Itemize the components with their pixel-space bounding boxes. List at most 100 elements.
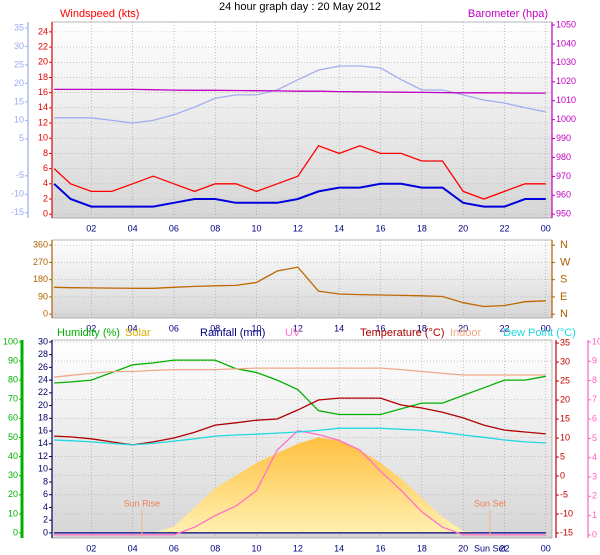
y-tick-label: 35 <box>560 337 570 347</box>
y-tick-label: 22 <box>38 387 48 397</box>
y-tick-label: 2 <box>43 193 48 203</box>
y-tick-label: 12 <box>38 117 48 127</box>
y-tick-label: 1 <box>592 510 597 520</box>
y-tick-label: 10 <box>38 133 48 143</box>
x-tick-label: 10 <box>252 323 262 333</box>
y-tick-label: 3 <box>592 471 597 481</box>
y-tick-label: 0 <box>13 527 18 537</box>
x-tick-label: 18 <box>417 323 427 333</box>
y-tick-label: 2 <box>592 491 597 501</box>
series-area <box>54 437 546 533</box>
y-tick-label: 270 <box>33 257 48 267</box>
plot-background <box>51 21 553 219</box>
x-tick-label: 08 <box>210 223 220 233</box>
x-tick-label: 18 <box>417 543 427 553</box>
y-tick-label: 1030 <box>556 57 576 67</box>
y-tick-label: 25 <box>560 375 570 385</box>
y-tick-label: 30 <box>560 356 570 366</box>
series-line <box>53 145 546 200</box>
series-line <box>54 65 546 124</box>
y-tick-label: 0 <box>560 470 565 480</box>
y-tick-label: 180 <box>33 274 48 284</box>
x-tick-label: 02 <box>86 323 96 333</box>
y-tick-label: 30 <box>8 470 18 480</box>
y-tick-label: 60 <box>8 413 18 423</box>
y-tick-label: 1010 <box>556 95 576 105</box>
y-tick-label: 10 <box>14 115 24 125</box>
y-tick-label: E <box>560 291 567 303</box>
x-tick-label: 14 <box>334 543 344 553</box>
y-tick-label: 8 <box>592 375 597 385</box>
y-tick-label: 10 <box>560 432 570 442</box>
series-line <box>53 182 546 208</box>
y-tick-label: 16 <box>38 425 48 435</box>
x-tick-label: 22 <box>499 323 509 333</box>
x-tick-label: 02 <box>86 543 96 553</box>
y-tick-label: 5 <box>592 433 597 443</box>
page-title: 24 hour graph day : 20 May 2012 <box>219 1 381 13</box>
series-line <box>54 88 546 94</box>
y-tick-label: 970 <box>556 171 571 181</box>
y-tick-label: -5 <box>16 170 24 180</box>
legend-label: Solar <box>125 327 151 339</box>
series-line <box>54 266 546 308</box>
y-tick-label: 25 <box>14 59 24 69</box>
axis-annotation: Sun Set <box>474 543 507 553</box>
x-tick-label: 12 <box>293 543 303 553</box>
x-tick-label: 06 <box>169 543 179 553</box>
y-tick-label: 50 <box>8 432 18 442</box>
y-tick-label: 990 <box>556 133 571 143</box>
y-tick-label: 20 <box>560 394 570 404</box>
y-tick-label: 950 <box>556 209 571 219</box>
y-tick-label: 6 <box>592 413 597 423</box>
x-tick-label: 20 <box>458 223 468 233</box>
y-tick-label: 24 <box>38 374 48 384</box>
x-tick-label: 22 <box>499 543 509 553</box>
y-tick-label: N <box>560 239 568 251</box>
y-tick-label: 360 <box>33 240 48 250</box>
x-tick-label: 20 <box>458 323 468 333</box>
y-tick-label: 10 <box>8 508 18 518</box>
y-tick-label: 960 <box>556 190 571 200</box>
y-tick-label: 1000 <box>556 114 576 124</box>
y-tick-label: 20 <box>38 400 48 410</box>
y-tick-label: -10 <box>11 189 24 199</box>
x-tick-label: 00 <box>541 223 551 233</box>
series-line <box>54 359 546 416</box>
y-tick-label: 10 <box>38 464 48 474</box>
x-tick-label: 04 <box>128 223 138 233</box>
series-line <box>54 430 546 536</box>
legend-label: Windspeed (kts) <box>60 8 139 20</box>
series-line <box>54 367 546 378</box>
x-tick-label: 20 <box>458 543 468 553</box>
y-tick-label: 80 <box>8 375 18 385</box>
x-tick-label: 14 <box>334 223 344 233</box>
y-tick-label: 0 <box>43 309 48 319</box>
y-tick-label: 28 <box>38 349 48 359</box>
y-tick-label: 12 <box>38 451 48 461</box>
plot-background <box>51 239 553 319</box>
annotation-label: Sun Set <box>474 498 507 508</box>
y-tick-label: 14 <box>38 438 48 448</box>
y-tick-label: N <box>560 308 568 320</box>
y-tick-label: 35 <box>14 22 24 32</box>
y-tick-label: 15 <box>14 96 24 106</box>
x-tick-label: 04 <box>128 543 138 553</box>
y-tick-label: -15 <box>11 207 24 217</box>
y-tick-label: 16 <box>38 87 48 97</box>
y-tick-label: 14 <box>38 102 48 112</box>
legend-label: UV <box>285 327 301 339</box>
legend-label: Indoor <box>450 327 482 339</box>
x-tick-label: 10 <box>252 543 262 553</box>
y-tick-label: 0 <box>43 209 48 219</box>
y-tick-label: 4 <box>43 502 48 512</box>
legend-label: Temperature (°C) <box>360 327 444 339</box>
y-tick-label: 20 <box>38 57 48 67</box>
y-tick-label: 1020 <box>556 76 576 86</box>
y-tick-label: 26 <box>38 362 48 372</box>
x-tick-label: 06 <box>169 223 179 233</box>
y-tick-label: 9 <box>592 356 597 366</box>
y-tick-label: 5 <box>560 451 565 461</box>
series-line <box>54 427 546 446</box>
